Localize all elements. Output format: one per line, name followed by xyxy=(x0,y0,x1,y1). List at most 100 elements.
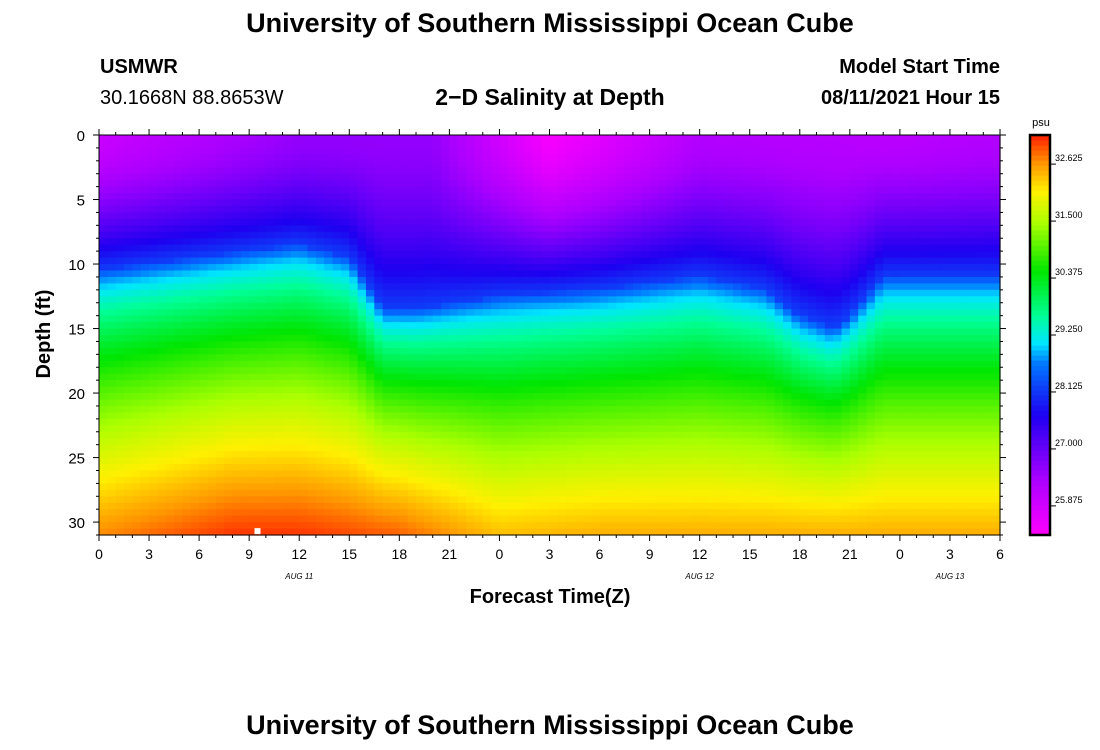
heatmap-cell xyxy=(332,167,342,175)
heatmap-cell xyxy=(115,335,125,343)
heatmap-cell xyxy=(399,322,409,330)
heatmap-cell xyxy=(649,296,659,304)
heatmap-cell xyxy=(132,173,142,181)
heatmap-cell xyxy=(474,515,484,523)
heatmap-cell xyxy=(365,218,375,226)
heatmap-cell xyxy=(390,212,400,220)
heatmap-cell xyxy=(532,464,542,472)
heatmap-cell xyxy=(249,418,259,426)
heatmap-cell xyxy=(232,380,242,388)
heatmap-cell xyxy=(224,367,234,375)
heatmap-cell xyxy=(157,270,167,278)
heatmap-cell xyxy=(432,457,442,465)
heatmap-cell xyxy=(307,528,317,536)
heatmap-cell xyxy=(716,347,726,355)
heatmap-cell xyxy=(641,418,651,426)
heatmap-cell xyxy=(340,225,350,233)
heatmap-cell xyxy=(599,522,609,530)
heatmap-cell xyxy=(432,205,442,214)
heatmap-cell xyxy=(457,483,467,491)
heatmap-cell xyxy=(666,289,676,297)
heatmap-cell xyxy=(441,173,450,181)
heatmap-cell xyxy=(374,193,384,201)
heatmap-cell xyxy=(390,160,400,168)
heatmap-cell xyxy=(174,418,184,426)
heatmap-cell xyxy=(758,496,767,504)
heatmap-cell xyxy=(274,373,284,381)
heatmap-cell xyxy=(407,360,417,368)
heatmap-cell xyxy=(566,476,576,484)
heatmap-cell xyxy=(124,167,133,175)
heatmap-cell xyxy=(215,528,225,536)
heatmap-cell xyxy=(657,302,667,310)
heatmap-cell xyxy=(607,315,617,323)
heatmap-cell xyxy=(649,515,659,523)
heatmap-cell xyxy=(758,205,767,214)
heatmap-cell xyxy=(674,257,684,265)
heatmap-cell xyxy=(257,322,267,330)
heatmap-cell xyxy=(499,335,509,343)
heatmap-cell xyxy=(724,386,734,394)
heatmap-cell xyxy=(749,335,759,343)
heatmap-cell xyxy=(199,154,209,162)
heatmap-cell xyxy=(616,289,626,297)
heatmap-cell xyxy=(307,489,317,497)
heatmap-cell xyxy=(124,347,133,355)
heatmap-cell xyxy=(416,354,425,362)
heatmap-cell xyxy=(449,251,459,259)
heatmap-cell xyxy=(491,347,501,355)
heatmap-cell xyxy=(449,451,459,459)
heatmap-cell xyxy=(257,315,267,323)
heatmap-cell xyxy=(657,167,667,175)
heatmap-cell xyxy=(274,264,284,272)
heatmap-cell xyxy=(357,276,367,284)
heatmap-cell xyxy=(624,386,634,394)
heatmap-cell xyxy=(332,360,342,368)
heatmap-cell xyxy=(265,496,275,504)
heatmap-cell xyxy=(399,141,409,149)
heatmap-cell xyxy=(407,347,417,355)
heatmap-cell xyxy=(566,199,576,207)
heatmap-cell xyxy=(441,167,450,175)
heatmap-cell xyxy=(549,205,559,214)
heatmap-cell xyxy=(441,470,450,478)
heatmap-cell xyxy=(224,160,234,168)
heatmap-cell xyxy=(532,135,542,143)
heatmap-cell xyxy=(249,141,259,149)
heatmap-cell xyxy=(582,251,592,259)
heatmap-cell xyxy=(416,302,425,310)
heatmap-cell xyxy=(716,528,726,536)
heatmap-cell xyxy=(324,135,334,143)
heatmap-cell xyxy=(132,367,142,375)
heatmap-cell xyxy=(232,199,242,207)
heatmap-cell xyxy=(591,354,601,362)
heatmap-cell xyxy=(758,322,767,330)
heatmap-cell xyxy=(591,399,601,407)
heatmap-cell xyxy=(382,367,392,375)
heatmap-cell xyxy=(399,283,409,291)
heatmap-cell xyxy=(257,425,267,433)
heatmap-cell xyxy=(682,470,692,478)
heatmap-cell xyxy=(224,186,234,194)
heatmap-cell xyxy=(190,502,200,510)
heatmap-cell xyxy=(165,354,175,362)
heatmap-cell xyxy=(532,496,542,504)
heatmap-cell xyxy=(666,160,676,168)
heatmap-cell xyxy=(457,186,467,194)
heatmap-cell xyxy=(557,386,567,394)
heatmap-cell xyxy=(708,167,717,175)
heatmap-cell xyxy=(716,328,726,336)
heatmap-cell xyxy=(357,483,367,491)
heatmap-cell xyxy=(491,373,501,381)
heatmap-cell xyxy=(449,341,459,349)
heatmap-cell xyxy=(332,380,342,388)
heatmap-cell xyxy=(115,167,125,175)
heatmap-cell xyxy=(324,418,334,426)
heatmap-cell xyxy=(307,135,317,143)
heatmap-cell xyxy=(207,496,217,504)
heatmap-cell xyxy=(290,451,300,459)
heatmap-cell xyxy=(591,225,601,233)
heatmap-cell xyxy=(107,193,117,201)
heatmap-cell xyxy=(591,231,601,239)
heatmap-cell xyxy=(532,244,542,252)
